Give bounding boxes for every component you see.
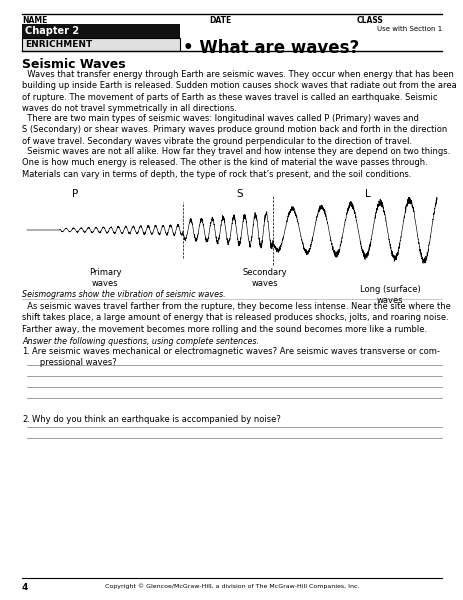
Text: Secondary
waves: Secondary waves: [242, 268, 287, 288]
Text: 2.: 2.: [22, 415, 30, 424]
Text: DATE: DATE: [208, 16, 231, 25]
Text: Use with Section 1: Use with Section 1: [376, 26, 441, 32]
Text: Seismic waves are not all alike. How far they travel and how intense they are de: Seismic waves are not all alike. How far…: [22, 147, 449, 179]
Text: Chapter 2: Chapter 2: [25, 26, 79, 36]
Text: Seismic Waves: Seismic Waves: [22, 58, 125, 71]
Text: Primary
waves: Primary waves: [88, 268, 121, 288]
Text: Are seismic waves mechanical or electromagnetic waves? Are seismic waves transve: Are seismic waves mechanical or electrom…: [32, 347, 439, 367]
Text: As seismic waves travel farther from the rupture, they become less intense. Near: As seismic waves travel farther from the…: [22, 302, 450, 334]
Text: Seismograms show the vibration of seismic waves.: Seismograms show the vibration of seismi…: [22, 290, 225, 299]
Text: Answer the following questions, using complete sentences.: Answer the following questions, using co…: [22, 337, 258, 346]
Text: There are two main types of seismic waves: longitudinal waves called P (Primary): There are two main types of seismic wave…: [22, 114, 446, 146]
Text: Copyright © Glencoe/McGraw-Hill, a division of The McGraw-Hill Companies, Inc.: Copyright © Glencoe/McGraw-Hill, a divis…: [105, 583, 358, 589]
Bar: [22, 38, 180, 51]
Text: ENRICHMENT: ENRICHMENT: [25, 40, 92, 49]
Text: 1.: 1.: [22, 347, 30, 356]
Bar: [22, 24, 180, 38]
Text: L: L: [364, 189, 370, 199]
Text: Waves that transfer energy through Earth are seismic waves. They occur when ener: Waves that transfer energy through Earth…: [22, 70, 456, 113]
Text: CLASS: CLASS: [356, 16, 382, 25]
Text: Long (surface)
waves: Long (surface) waves: [359, 285, 419, 305]
Text: • What are waves?: • What are waves?: [182, 39, 358, 57]
Text: Why do you think an earthquake is accompanied by noise?: Why do you think an earthquake is accomp…: [32, 415, 280, 424]
Text: 4: 4: [22, 583, 28, 592]
Text: NAME: NAME: [22, 16, 47, 25]
Text: S: S: [236, 189, 243, 199]
Text: P: P: [72, 189, 78, 199]
